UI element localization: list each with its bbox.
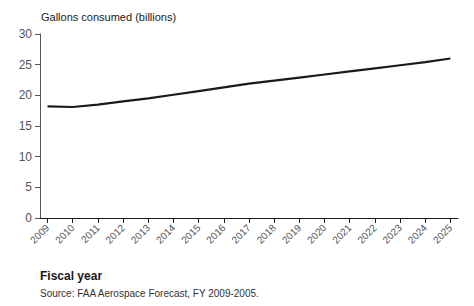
svg-text:2012: 2012 (103, 222, 127, 246)
svg-text:2023: 2023 (380, 222, 404, 246)
svg-text:2016: 2016 (204, 222, 228, 246)
svg-text:2018: 2018 (255, 222, 279, 246)
svg-text:20: 20 (19, 88, 33, 102)
svg-text:2010: 2010 (53, 222, 77, 246)
svg-text:2024: 2024 (406, 222, 430, 246)
svg-text:2025: 2025 (431, 222, 455, 246)
svg-text:2019: 2019 (280, 222, 304, 246)
svg-text:2017: 2017 (229, 222, 253, 246)
svg-text:Fiscal year: Fiscal year (40, 269, 102, 283)
svg-text:Source: FAA Aerospace Forecast: Source: FAA Aerospace Forecast, FY 2009-… (40, 288, 259, 299)
svg-text:0: 0 (25, 211, 32, 225)
svg-text:Gallons consumed (billions): Gallons consumed (billions) (41, 11, 176, 23)
svg-text:2013: 2013 (129, 222, 153, 246)
svg-text:2022: 2022 (355, 222, 379, 246)
svg-text:2009: 2009 (28, 222, 52, 246)
svg-text:25: 25 (19, 58, 33, 72)
svg-text:30: 30 (19, 27, 33, 41)
svg-text:5: 5 (25, 180, 32, 194)
svg-text:2015: 2015 (179, 222, 203, 246)
svg-text:2020: 2020 (305, 222, 329, 246)
svg-text:2011: 2011 (79, 222, 102, 245)
svg-text:15: 15 (19, 119, 33, 133)
svg-text:2021: 2021 (330, 222, 354, 246)
svg-text:10: 10 (19, 150, 33, 164)
svg-text:2014: 2014 (154, 222, 178, 246)
